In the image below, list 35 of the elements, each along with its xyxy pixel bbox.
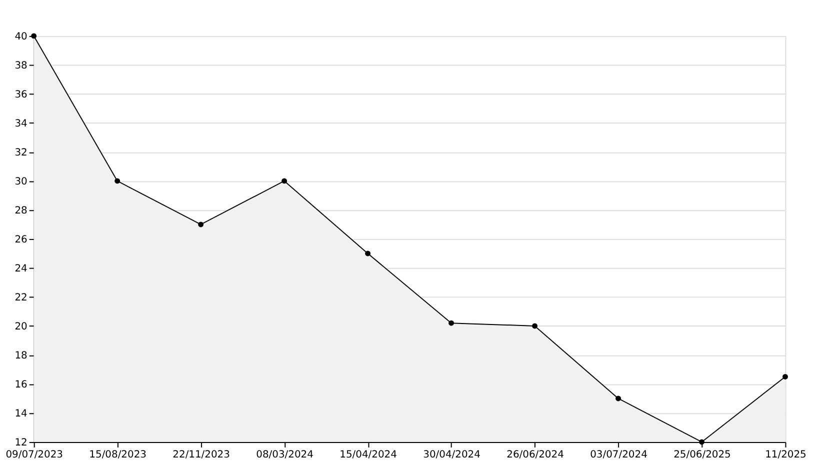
y-tick-label: 28 bbox=[14, 205, 28, 216]
point bbox=[365, 250, 371, 256]
y-tick-label: 12 bbox=[14, 437, 28, 448]
x-tick-label: 08/03/2024 bbox=[256, 449, 314, 460]
y-tick-label: 16 bbox=[14, 379, 28, 390]
x-tick-label: 30/04/2024 bbox=[423, 449, 480, 460]
point bbox=[532, 323, 538, 329]
point bbox=[31, 33, 37, 39]
x-tick-label: 11/2025 bbox=[765, 449, 806, 460]
y-tick-label: 24 bbox=[14, 263, 28, 274]
y-tick-label: 14 bbox=[14, 408, 28, 420]
y-tick-label: 40 bbox=[14, 31, 28, 42]
x-tick-label: 15/08/2023 bbox=[89, 449, 146, 460]
point bbox=[448, 320, 454, 326]
point bbox=[114, 178, 120, 184]
y-tick-label: 36 bbox=[14, 89, 28, 100]
point bbox=[616, 396, 621, 402]
y-tick-label: 38 bbox=[14, 60, 28, 72]
y-tick-label: 32 bbox=[14, 147, 28, 158]
point bbox=[699, 439, 704, 445]
y-tick-label: 26 bbox=[14, 234, 28, 246]
y-tick-label: 22 bbox=[14, 292, 28, 304]
x-tick-label: 15/04/2024 bbox=[340, 449, 397, 460]
y-tick-label: 20 bbox=[14, 321, 28, 332]
point bbox=[198, 222, 204, 228]
x-tick-label: 22/11/2023 bbox=[172, 449, 230, 460]
x-tick-label: 25/06/2025 bbox=[674, 449, 731, 460]
x-tick-label: 26/06/2024 bbox=[506, 449, 564, 460]
x-tick-label: 03/07/2024 bbox=[590, 449, 648, 460]
point bbox=[282, 178, 288, 184]
y-tick-label: 18 bbox=[14, 350, 28, 362]
point bbox=[782, 374, 788, 380]
y-tick-label: 30 bbox=[14, 176, 28, 188]
x-tick-label: 09/07/2023 bbox=[6, 449, 63, 460]
y-tick-label: 34 bbox=[14, 118, 28, 130]
